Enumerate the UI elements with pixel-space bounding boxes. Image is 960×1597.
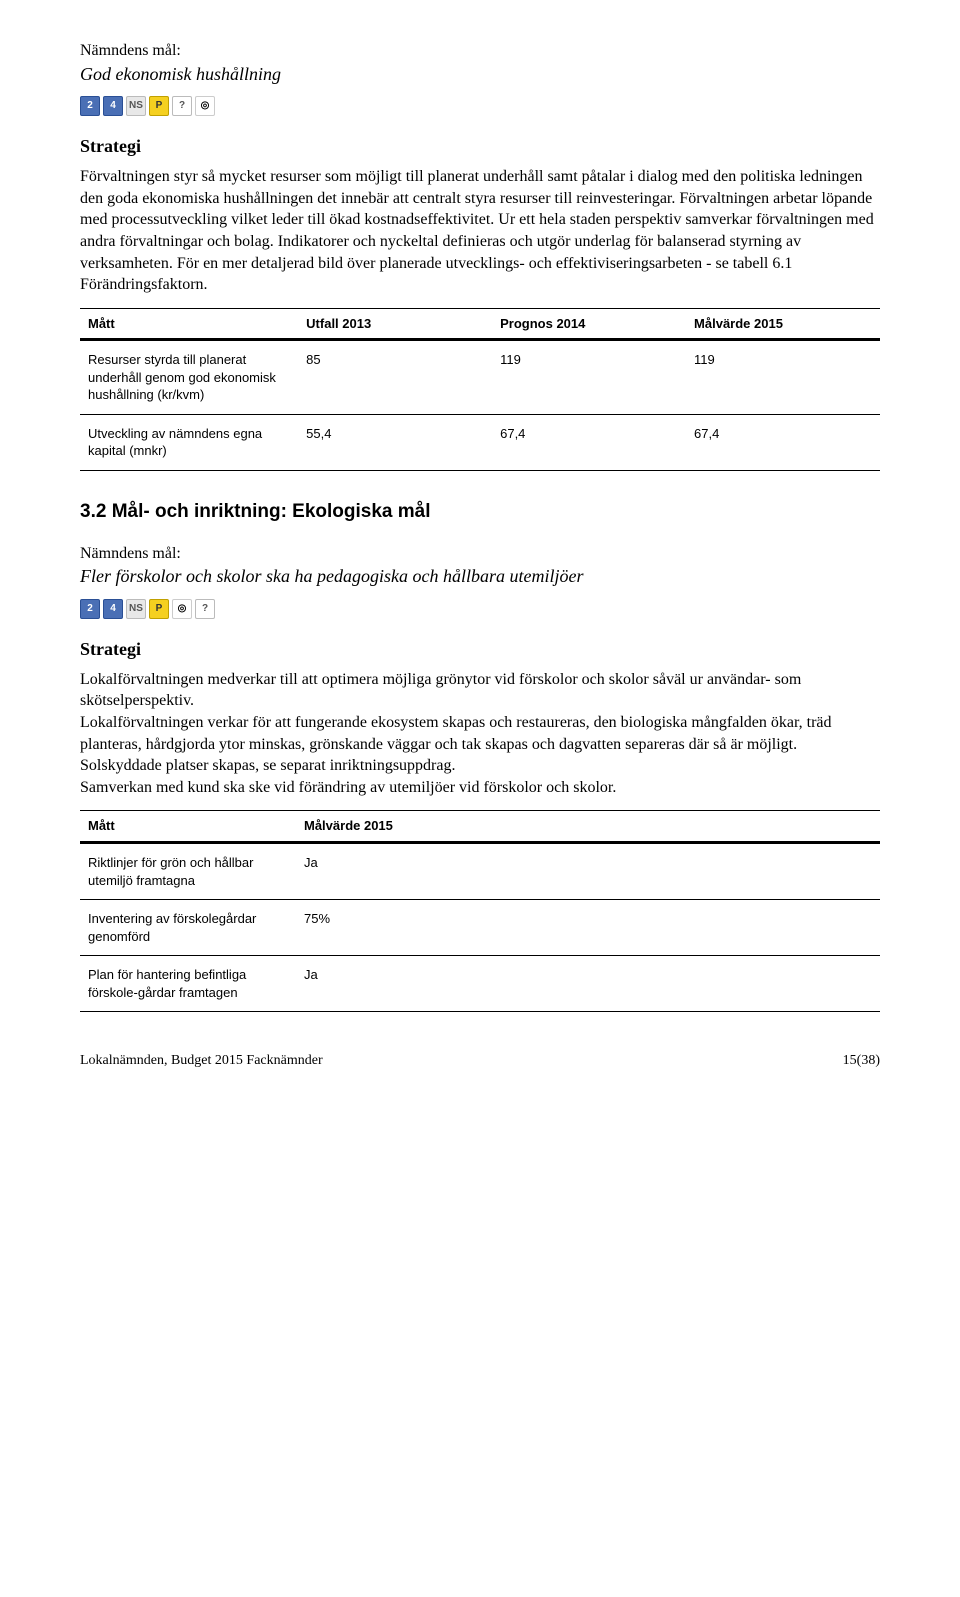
t2-r1-v1: 75% (296, 900, 880, 956)
t1-r1-v2: 67,4 (492, 414, 686, 470)
icon-p: P (149, 599, 169, 619)
t1-r1-v1: 55,4 (298, 414, 492, 470)
strategi-body-1: Förvaltningen styr så mycket resurser so… (80, 166, 880, 296)
t1-r1-v3: 67,4 (686, 414, 880, 470)
t1-h3: Målvärde 2015 (686, 308, 880, 340)
t2-r1-matt: Inventering av förskolegårdar genomförd (80, 900, 296, 956)
icon-target: ◎ (172, 599, 192, 619)
t2-h0: Mått (80, 811, 296, 843)
icon-row-1: 2 4 NS P ? ◎ (80, 96, 880, 116)
t1-h2: Prognos 2014 (492, 308, 686, 340)
icon-4: 4 (103, 599, 123, 619)
section1-label: Nämndens mål: (80, 40, 880, 62)
page-footer: Lokalnämnden, Budget 2015 Facknämnder 15… (80, 1052, 880, 1071)
icon-4: 4 (103, 96, 123, 116)
icon-2: 2 (80, 96, 100, 116)
t1-r1-matt: Utveckling av nämndens egna kapital (mnk… (80, 414, 298, 470)
table-1: Mått Utfall 2013 Prognos 2014 Målvärde 2… (80, 308, 880, 471)
icon-ns: NS (126, 96, 146, 116)
icon-p: P (149, 96, 169, 116)
icon-row-2: 2 4 NS P ◎ ? (80, 599, 880, 619)
table-2: Mått Målvärde 2015 Riktlinjer för grön o… (80, 810, 880, 1012)
t1-r0-v1: 85 (298, 340, 492, 415)
t1-r0-matt: Resurser styrda till planerat underhåll … (80, 340, 298, 415)
table-row: Inventering av förskolegårdar genomförd … (80, 900, 880, 956)
t2-r0-matt: Riktlinjer för grön och hållbar utemiljö… (80, 842, 296, 899)
t1-h1: Utfall 2013 (298, 308, 492, 340)
table-row: Plan för hantering befintliga förskole-g… (80, 956, 880, 1012)
table-row: Utveckling av nämndens egna kapital (mnk… (80, 414, 880, 470)
icon-target: ◎ (195, 96, 215, 116)
section2-label: Nämndens mål: (80, 543, 880, 565)
strategi-body-2: Lokalförvaltningen medverkar till att op… (80, 669, 880, 799)
t1-r0-v2: 119 (492, 340, 686, 415)
section1-goal: God ekonomisk hushållning (80, 62, 880, 86)
t2-h1: Målvärde 2015 (296, 811, 880, 843)
footer-left: Lokalnämnden, Budget 2015 Facknämnder (80, 1052, 323, 1071)
strategi-heading-2: Strategi (80, 637, 880, 661)
table-row: Riktlinjer för grön och hållbar utemiljö… (80, 842, 880, 899)
t1-h0: Mått (80, 308, 298, 340)
section2-heading: 3.2 Mål- och inriktning: Ekologiska mål (80, 499, 880, 525)
t2-r2-v1: Ja (296, 956, 880, 1012)
table-row: Resurser styrda till planerat underhåll … (80, 340, 880, 415)
icon-2: 2 (80, 599, 100, 619)
icon-ns: NS (126, 599, 146, 619)
icon-help: ? (195, 599, 215, 619)
section2-goal: Fler förskolor och skolor ska ha pedagog… (80, 564, 880, 588)
t2-r2-matt: Plan för hantering befintliga förskole-g… (80, 956, 296, 1012)
icon-help: ? (172, 96, 192, 116)
footer-right: 15(38) (843, 1052, 880, 1071)
t2-r0-v1: Ja (296, 842, 880, 899)
strategi-heading-1: Strategi (80, 134, 880, 158)
t1-r0-v3: 119 (686, 340, 880, 415)
